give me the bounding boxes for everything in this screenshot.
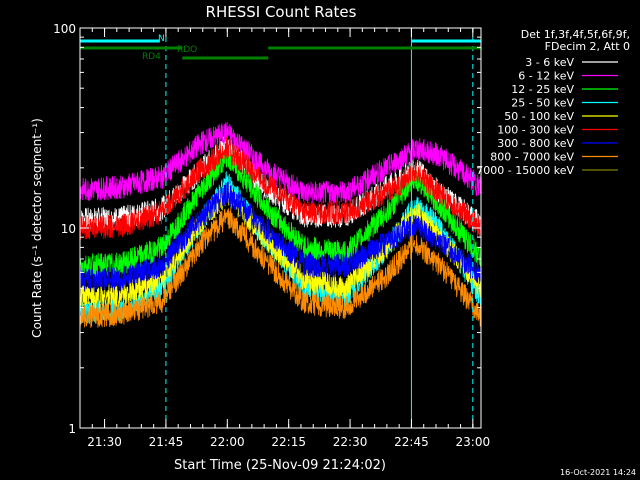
y-axis: 1 10 100 (53, 22, 481, 436)
legend-header-line-1: Det 1f,3f,4f,5f,6f,9f, (521, 28, 630, 41)
legend-label-4: 50 - 100 keV (504, 110, 574, 123)
series-line-5 (79, 136, 482, 240)
legend-label-8: 7000 - 15000 keV (476, 164, 574, 177)
legend-label-1: 6 - 12 keV (518, 70, 574, 83)
x-tick-label: 22:30 (333, 435, 368, 449)
y-tick-label: 1 (68, 422, 76, 436)
bar-label-0: N (158, 34, 165, 44)
x-tick-label: 23:00 (456, 435, 491, 449)
x-axis: 21:30 21:45 22:00 22:15 22:30 22:45 23:00 (79, 28, 491, 449)
legend-label-6: 300 - 800 keV (497, 137, 574, 150)
x-tick-label: 22:15 (271, 435, 306, 449)
x-axis-label: Start Time (25-Nov-09 21:24:02) (174, 458, 386, 473)
series-line-7 (79, 208, 482, 328)
series-line-4 (79, 183, 482, 309)
series-layer (79, 121, 482, 328)
legend-label-7: 800 - 7000 keV (490, 151, 574, 164)
legend-label-2: 12 - 25 keV (511, 83, 574, 96)
legend-label-5: 100 - 300 keV (497, 124, 574, 137)
series-line-2 (79, 143, 482, 278)
x-tick-label: 22:45 (394, 435, 429, 449)
series-line-1 (79, 121, 482, 205)
legend-label-3: 25 - 50 keV (511, 97, 574, 110)
y-tick-label: 100 (53, 22, 76, 36)
y-tick-label: 10 (61, 222, 76, 236)
chart-title: RHESSI Count Rates (206, 3, 357, 21)
x-tick-label: 22:00 (210, 435, 245, 449)
footer-timestamp: 16-Oct-2021 14:24 (560, 468, 636, 477)
bar-label-1: RDO (177, 45, 197, 55)
bar-label-2: RD4 (142, 52, 161, 62)
legend-header-line-2: FDecim 2, Att 0 (545, 40, 630, 53)
legend-label-0: 3 - 6 keV (525, 56, 574, 69)
attenuator-bars: N RDO RD4 (80, 34, 481, 62)
x-tick-label: 21:30 (87, 435, 122, 449)
legend: Det 1f,3f,4f,5f,6f,9f, FDecim 2, Att 0 3… (476, 28, 630, 177)
x-tick-label: 21:45 (149, 435, 184, 449)
y-axis-label: Count Rate (s⁻¹ detector segment⁻¹) (30, 118, 44, 338)
series-line-6 (79, 181, 482, 292)
